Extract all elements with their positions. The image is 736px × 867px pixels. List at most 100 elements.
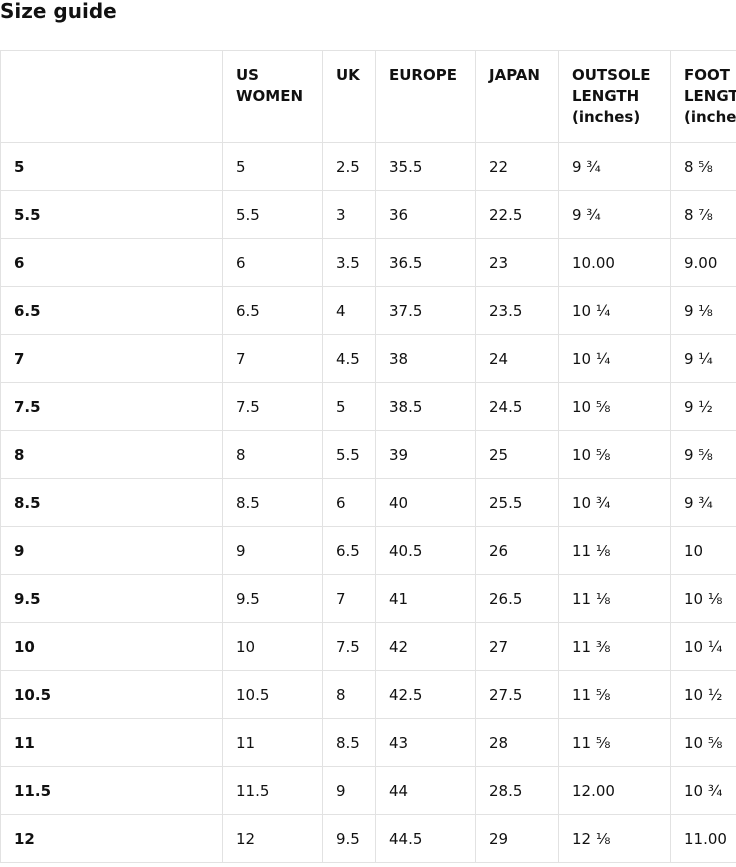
- table-cell: 9 ⅝: [670, 430, 736, 479]
- header-cell: OUTSOLE LENGTH (inches): [558, 50, 671, 143]
- table-cell: 5: [222, 142, 323, 191]
- table-cell: 11 ⅝: [558, 670, 671, 719]
- table-cell: 6: [322, 478, 376, 527]
- title: Size guide: [0, 0, 117, 23]
- table-cell: 8 ⅝: [670, 142, 736, 191]
- size-cell: 6.5: [0, 286, 223, 335]
- table-cell: 10.00: [558, 238, 671, 287]
- table-cell: 28.5: [475, 766, 559, 815]
- table-cell: 9 ¾: [670, 478, 736, 527]
- table-cell: 23.5: [475, 286, 559, 335]
- header-cell: EUROPE: [375, 50, 476, 143]
- table-row: 9.5 9.5 7 41 26.5 11 ⅛ 10 ⅛: [0, 574, 736, 623]
- table-cell: 8.5: [322, 718, 376, 767]
- table-row: 10.5 10.5 8 42.5 27.5 11 ⅝ 10 ½: [0, 670, 736, 719]
- table-cell: 35.5: [375, 142, 476, 191]
- table-cell: 5.5: [222, 190, 323, 239]
- table-cell: 44: [375, 766, 476, 815]
- header-cell: [0, 50, 223, 143]
- table-cell: 38.5: [375, 382, 476, 431]
- table-cell: 5.5: [322, 430, 376, 479]
- table-cell: 36: [375, 190, 476, 239]
- size-cell: 9.5: [0, 574, 223, 623]
- table-wrap: US WOMEN UK EUROPE JAPAN OUTSOLE LENGTH (inc…: [0, 50, 736, 863]
- table-cell: 11 ⅛: [558, 574, 671, 623]
- table-cell: 10 ⅝: [558, 382, 671, 431]
- header-row: US WOMEN UK EUROPE JAPAN OUTSOLE LENGTH (inc…: [0, 50, 736, 143]
- table-cell: 10: [670, 526, 736, 575]
- table-cell: 43: [375, 718, 476, 767]
- size-table: US WOMEN UK EUROPE JAPAN OUTSOLE LENGTH (inc…: [0, 50, 736, 863]
- table-cell: 29: [475, 814, 559, 863]
- table-row: 10 10 7.5 42 27 11 ⅜ 10 ¼: [0, 622, 736, 671]
- table-cell: 6: [222, 238, 323, 287]
- table-cell: 10: [222, 622, 323, 671]
- table-cell: 23: [475, 238, 559, 287]
- size-cell: 7: [0, 334, 223, 383]
- table-cell: 10 ¼: [670, 622, 736, 671]
- table-cell: 22.5: [475, 190, 559, 239]
- table-row: 9 9 6.5 40.5 26 11 ⅛ 10: [0, 526, 736, 575]
- table-cell: 2.5: [322, 142, 376, 191]
- table-cell: 9: [322, 766, 376, 815]
- table-cell: 24: [475, 334, 559, 383]
- header-cell: US WOMEN: [222, 50, 323, 143]
- table-cell: 44.5: [375, 814, 476, 863]
- table-cell: 9 ¾: [558, 190, 671, 239]
- table-cell: 38: [375, 334, 476, 383]
- table-cell: 9.5: [222, 574, 323, 623]
- table-cell: 8: [322, 670, 376, 719]
- table-row: 11.5 11.5 9 44 28.5 12.00 10 ¾: [0, 766, 736, 815]
- table-cell: 27: [475, 622, 559, 671]
- table-cell: 12 ⅛: [558, 814, 671, 863]
- table-cell: 10 ½: [670, 670, 736, 719]
- table-cell: 11.00: [670, 814, 736, 863]
- table-cell: 10 ¾: [670, 766, 736, 815]
- table-cell: 9.00: [670, 238, 736, 287]
- table-cell: 10 ⅝: [558, 430, 671, 479]
- table-cell: 25.5: [475, 478, 559, 527]
- table-cell: 10 ¼: [558, 334, 671, 383]
- table-cell: 12.00: [558, 766, 671, 815]
- table-cell: 39: [375, 430, 476, 479]
- table-cell: 3: [322, 190, 376, 239]
- table-cell: 9 ¼: [670, 334, 736, 383]
- table-cell: 11: [222, 718, 323, 767]
- table-cell: 36.5: [375, 238, 476, 287]
- header-cell: JAPAN: [475, 50, 559, 143]
- size-cell: 11: [0, 718, 223, 767]
- size-cell: 9: [0, 526, 223, 575]
- table-cell: 8.5: [222, 478, 323, 527]
- table-cell: 11 ⅜: [558, 622, 671, 671]
- table-cell: 4.5: [322, 334, 376, 383]
- table-cell: 42.5: [375, 670, 476, 719]
- table-cell: 37.5: [375, 286, 476, 335]
- size-cell: 5.5: [0, 190, 223, 239]
- size-cell: 7.5: [0, 382, 223, 431]
- table-cell: 9 ¾: [558, 142, 671, 191]
- table-cell: 12: [222, 814, 323, 863]
- table-cell: 42: [375, 622, 476, 671]
- table-cell: 7.5: [222, 382, 323, 431]
- table-cell: 40: [375, 478, 476, 527]
- table-cell: 10 ¼: [558, 286, 671, 335]
- table-row: 6 6 3.5 36.5 23 10.00 9.00: [0, 238, 736, 287]
- table-cell: 5: [322, 382, 376, 431]
- table-cell: 11 ⅝: [558, 718, 671, 767]
- table-cell: 40.5: [375, 526, 476, 575]
- table-cell: 8: [222, 430, 323, 479]
- table-cell: 4: [322, 286, 376, 335]
- table-cell: 41: [375, 574, 476, 623]
- size-cell: 8.5: [0, 478, 223, 527]
- size-cell: 5: [0, 142, 223, 191]
- table-cell: 9 ⅛: [670, 286, 736, 335]
- table-cell: 24.5: [475, 382, 559, 431]
